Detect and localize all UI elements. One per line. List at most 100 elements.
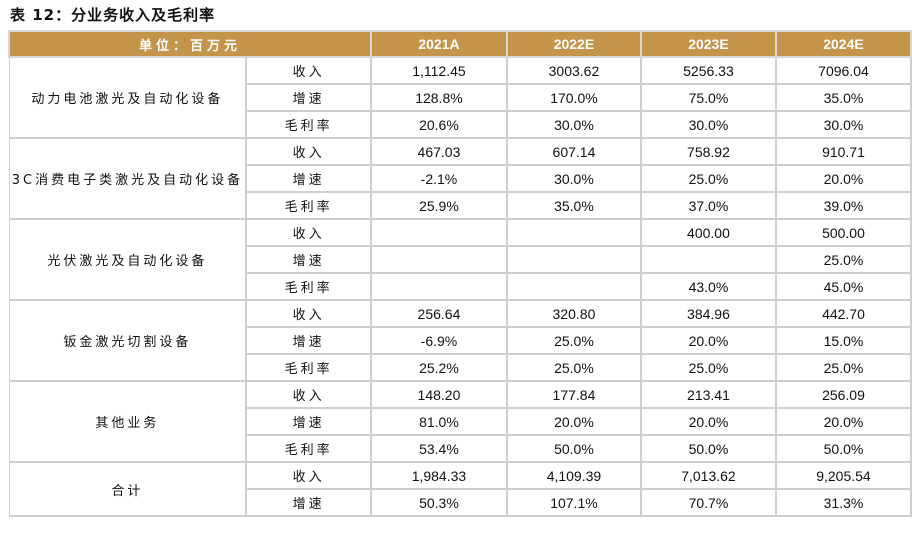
value-cell: 20.0% bbox=[774, 164, 912, 193]
value-cell: 20.0% bbox=[639, 326, 777, 355]
value-cell: 50.0% bbox=[639, 434, 777, 463]
table-row: 其他业务 收入 148.20 177.84 213.41 256.09 bbox=[8, 380, 912, 463]
value-cell: 400.00 bbox=[639, 218, 777, 247]
unit-header: 单位：百万元 bbox=[8, 30, 372, 58]
value-cell: 30.0% bbox=[505, 110, 642, 139]
value-cell: 30.0% bbox=[505, 164, 642, 193]
metric-label: 毛利率 bbox=[245, 191, 372, 220]
value-cell bbox=[505, 272, 642, 301]
table-row: 合计 收入 1,984.33 4,109.39 7,013.62 9,205.54 bbox=[8, 461, 912, 517]
metric-label: 收入 bbox=[245, 218, 372, 247]
value-cell: 170.0% bbox=[505, 83, 642, 112]
table-row: 毛利率 43.0% 45.0% bbox=[9, 272, 912, 301]
table-row: 毛利率 20.6% 30.0% 30.0% 30.0% bbox=[9, 110, 912, 139]
table-row: 增速 -2.1% 30.0% 25.0% 20.0% bbox=[9, 164, 912, 193]
table-row: 钣金激光切割设备 收入 256.64 320.80 384.96 442.70 bbox=[8, 299, 912, 382]
value-cell: 758.92 bbox=[639, 137, 777, 166]
value-cell: 25.0% bbox=[639, 353, 777, 382]
value-cell: 25.0% bbox=[505, 353, 642, 382]
value-cell: 467.03 bbox=[369, 137, 508, 166]
value-cell: 910.71 bbox=[774, 137, 912, 166]
value-cell: 500.00 bbox=[774, 218, 912, 247]
value-cell: 37.0% bbox=[639, 191, 777, 220]
value-cell: 43.0% bbox=[639, 272, 777, 301]
value-cell: 39.0% bbox=[774, 191, 912, 220]
value-cell bbox=[505, 218, 642, 247]
value-cell: 442.70 bbox=[774, 299, 912, 328]
segment-name: 合计 bbox=[8, 461, 248, 517]
table-row: 增速 50.3% 107.1% 70.7% 31.3% bbox=[9, 488, 912, 517]
table-row: 毛利率 53.4% 50.0% 50.0% 50.0% bbox=[9, 434, 912, 463]
metric-label: 毛利率 bbox=[245, 272, 372, 301]
value-cell: 5256.33 bbox=[639, 56, 777, 85]
value-cell: 75.0% bbox=[639, 83, 777, 112]
value-cell: 148.20 bbox=[369, 380, 508, 409]
value-cell: 25.0% bbox=[505, 326, 642, 355]
segment-name: 钣金激光切割设备 bbox=[8, 299, 248, 382]
metric-label: 增速 bbox=[245, 488, 372, 517]
value-cell: 35.0% bbox=[505, 191, 642, 220]
value-cell: 7,013.62 bbox=[639, 461, 777, 490]
value-cell: 384.96 bbox=[639, 299, 777, 328]
year-header: 2021A bbox=[369, 30, 508, 58]
value-cell: 1,984.33 bbox=[369, 461, 508, 490]
table-row: 增速 81.0% 20.0% 20.0% 20.0% bbox=[9, 407, 912, 436]
value-cell: 7096.04 bbox=[774, 56, 912, 85]
segment-name: 光伏激光及自动化设备 bbox=[8, 218, 248, 301]
value-cell bbox=[369, 272, 508, 301]
value-cell: 50.0% bbox=[774, 434, 912, 463]
metric-label: 毛利率 bbox=[245, 110, 372, 139]
value-cell: 25.9% bbox=[369, 191, 508, 220]
value-cell: 31.3% bbox=[774, 488, 912, 517]
value-cell: -6.9% bbox=[369, 326, 508, 355]
value-cell: 25.0% bbox=[639, 164, 777, 193]
value-cell: 25.2% bbox=[369, 353, 508, 382]
metric-label: 收入 bbox=[245, 299, 372, 328]
value-cell: 50.3% bbox=[369, 488, 508, 517]
value-cell: 70.7% bbox=[639, 488, 777, 517]
segment-name: 其他业务 bbox=[8, 380, 248, 463]
value-cell bbox=[369, 218, 508, 247]
table-row: 光伏激光及自动化设备 收入 400.00 500.00 bbox=[8, 218, 912, 301]
table-row: 毛利率 25.9% 35.0% 37.0% 39.0% bbox=[9, 191, 912, 220]
table-row: 动力电池激光及自动化设备 收入 1,112.45 3003.62 5256.33 7096… bbox=[8, 56, 912, 139]
metric-label: 增速 bbox=[245, 407, 372, 436]
value-cell: 107.1% bbox=[505, 488, 642, 517]
value-cell: 25.0% bbox=[774, 245, 912, 274]
value-cell: 50.0% bbox=[505, 434, 642, 463]
value-cell: 3003.62 bbox=[505, 56, 642, 85]
value-cell: 30.0% bbox=[774, 110, 912, 139]
table-row: 增速 128.8% 170.0% 75.0% 35.0% bbox=[9, 83, 912, 112]
table-row: 毛利率 25.2% 25.0% 25.0% 25.0% bbox=[9, 353, 912, 382]
value-cell: 45.0% bbox=[774, 272, 912, 301]
value-cell bbox=[505, 245, 642, 274]
segment-name: 3C消费电子类激光及自动化设备 bbox=[8, 137, 248, 220]
value-cell: 256.09 bbox=[774, 380, 912, 409]
metric-label: 增速 bbox=[245, 245, 372, 274]
value-cell: 20.0% bbox=[774, 407, 912, 436]
value-cell: -2.1% bbox=[369, 164, 508, 193]
year-header: 2022E bbox=[505, 30, 642, 58]
value-cell: 81.0% bbox=[369, 407, 508, 436]
value-cell: 20.0% bbox=[639, 407, 777, 436]
metric-label: 收入 bbox=[245, 137, 372, 166]
value-cell: 4,109.39 bbox=[505, 461, 642, 490]
metric-label: 收入 bbox=[245, 380, 372, 409]
value-cell: 20.6% bbox=[369, 110, 508, 139]
value-cell: 30.0% bbox=[639, 110, 777, 139]
metric-label: 增速 bbox=[245, 326, 372, 355]
value-cell: 15.0% bbox=[774, 326, 912, 355]
metric-label: 增速 bbox=[245, 83, 372, 112]
header-row: 单位：百万元 2021A 2022E 2023E 2024E bbox=[8, 30, 912, 58]
segment-name: 动力电池激光及自动化设备 bbox=[8, 56, 248, 139]
metric-label: 收入 bbox=[245, 461, 372, 490]
value-cell: 9,205.54 bbox=[774, 461, 912, 490]
value-cell bbox=[369, 245, 508, 274]
metric-label: 毛利率 bbox=[245, 434, 372, 463]
table-title: 表 12：分业务收入及毛利率 bbox=[10, 6, 216, 24]
value-cell: 20.0% bbox=[505, 407, 642, 436]
table-row: 3C消费电子类激光及自动化设备 收入 467.03 607.14 758.92 910.7… bbox=[8, 137, 912, 220]
value-cell: 53.4% bbox=[369, 434, 508, 463]
value-cell: 607.14 bbox=[505, 137, 642, 166]
year-header: 2024E bbox=[774, 30, 912, 58]
